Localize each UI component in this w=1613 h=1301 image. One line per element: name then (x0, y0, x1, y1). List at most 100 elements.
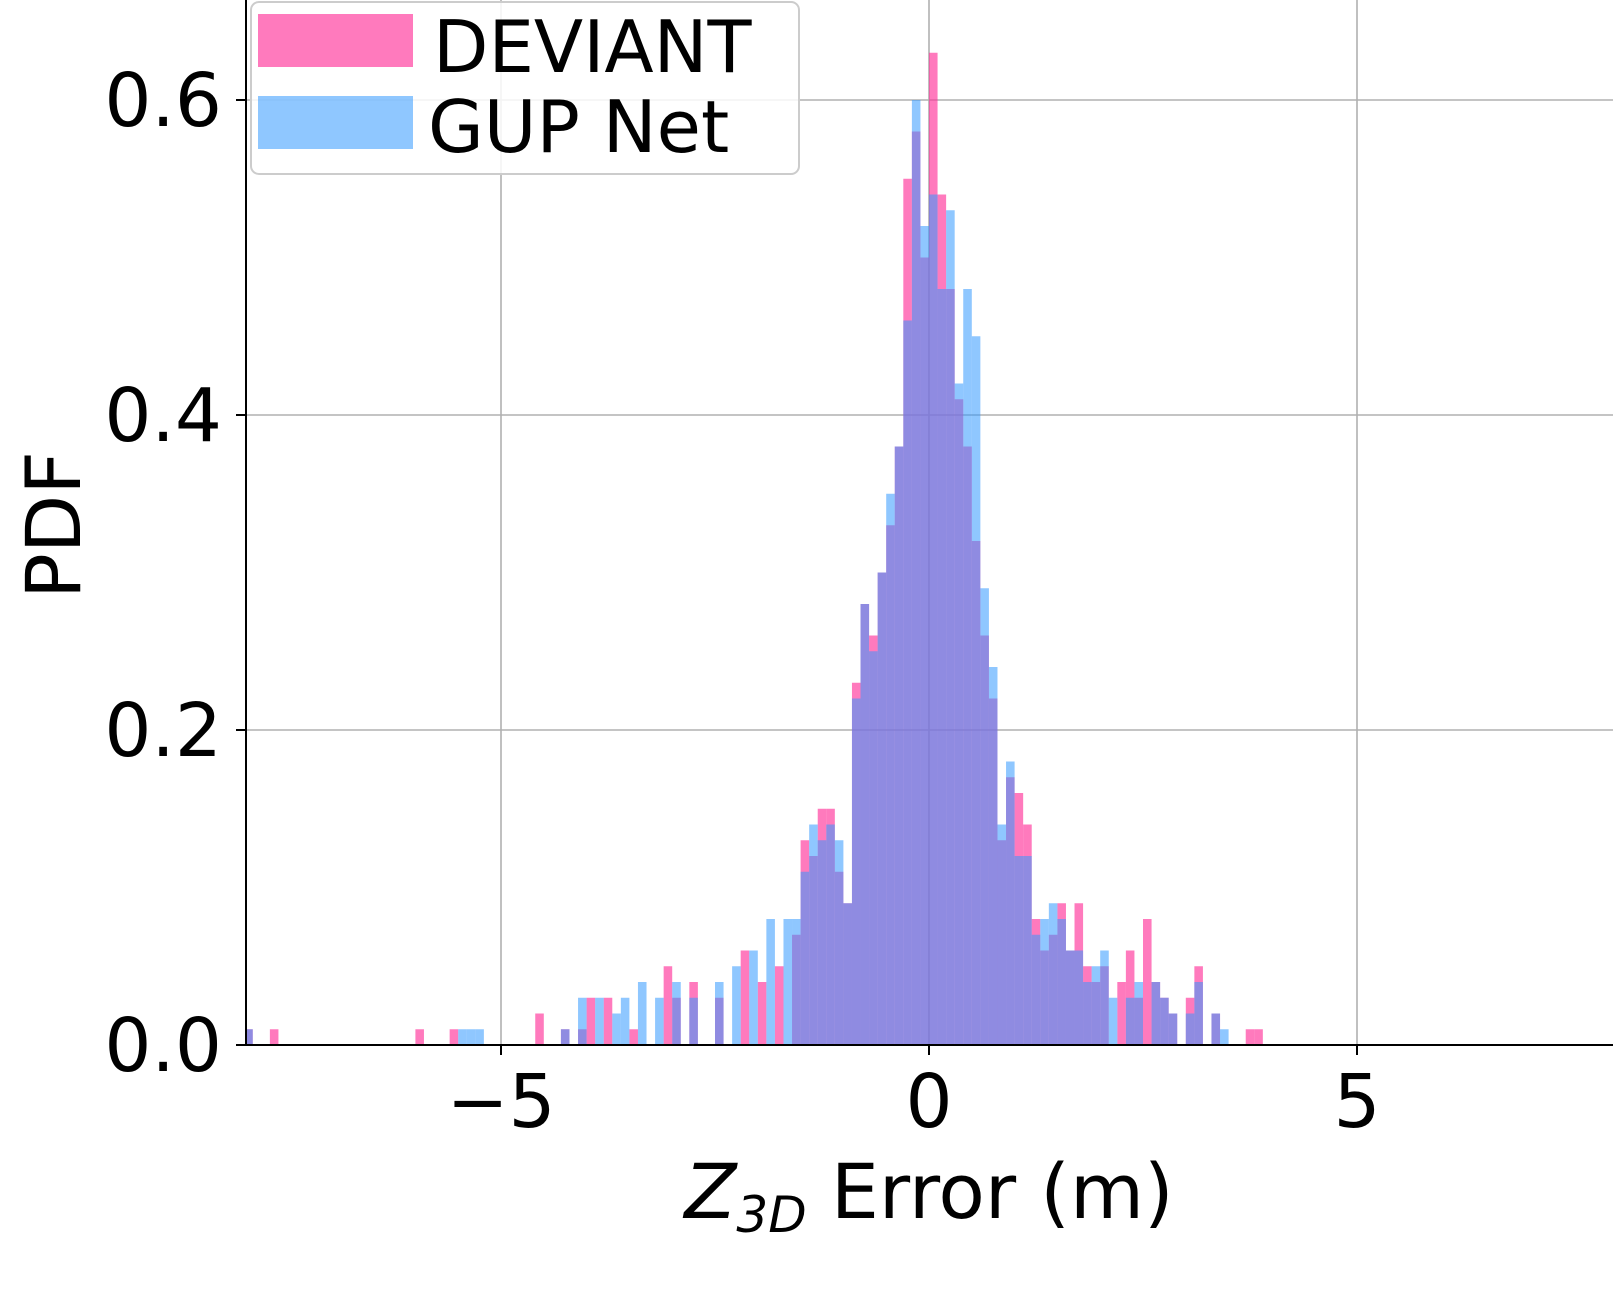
histogram-bar (629, 1029, 638, 1045)
series-gup-net (246, 100, 1229, 1045)
histogram-bar (732, 966, 741, 1045)
histogram-bar (1160, 997, 1169, 1045)
histogram-bar (800, 871, 810, 1045)
y-tick-label: 0.2 (104, 688, 222, 774)
histogram-bar (911, 100, 921, 1045)
histogram-bar (792, 919, 801, 1045)
histogram-bar (415, 1029, 424, 1045)
histogram-bar (655, 997, 664, 1045)
histogram-bar (663, 966, 673, 1045)
histogram-bar (963, 289, 972, 1045)
histogram-bar (877, 572, 887, 1045)
histogram-bar (971, 336, 981, 1045)
histogram-bar (586, 997, 596, 1045)
histogram-bar (1151, 982, 1161, 1045)
histogram-bar (475, 1029, 484, 1045)
histogram-bar (1185, 1013, 1195, 1045)
series-deviant (246, 52, 1263, 1045)
histogram-bar (937, 289, 947, 1045)
histogram-bar (946, 210, 955, 1045)
histogram-bar (1194, 982, 1203, 1045)
histogram-bar (1125, 997, 1135, 1045)
legend: DEVIANT GUP Net (250, 1, 800, 175)
histogram-bar (1220, 1029, 1229, 1045)
x-axis-label: Z3D Error (m) (682, 1147, 1173, 1244)
histogram-bar (246, 1029, 253, 1045)
histogram-bar (757, 982, 767, 1045)
histogram-bar (920, 226, 929, 1045)
histogram-bar (1083, 982, 1092, 1045)
histogram-bar (817, 840, 827, 1045)
histogram-bar (1091, 966, 1101, 1045)
y-tick-label: 0.6 (104, 58, 222, 144)
histogram-bar (620, 997, 630, 1045)
x-axis-label-subscript: 3D (736, 1186, 806, 1244)
histogram-bar (1254, 1029, 1263, 1045)
histogram-bar (560, 1029, 570, 1045)
histogram-bar (603, 997, 613, 1045)
histogram-bar (843, 903, 852, 1045)
histogram-bar (1074, 950, 1084, 1045)
histogram-bar (449, 1029, 459, 1045)
histogram-bar (1057, 919, 1066, 1045)
x-axis-label-text: Error (m) (807, 1147, 1174, 1236)
legend-label-gup-net: GUP Net (428, 85, 729, 169)
x-tick-label: −5 (446, 1059, 555, 1145)
histogram-bar (834, 840, 844, 1045)
histogram-bar (672, 982, 681, 1045)
histogram-bar (894, 446, 904, 1045)
histogram-bar (903, 320, 912, 1045)
histogram-bar (1023, 856, 1032, 1045)
histogram-bar (1031, 934, 1041, 1045)
histogram-bar (1211, 1013, 1221, 1045)
histogram-bar (988, 667, 998, 1045)
histogram-bar (715, 982, 724, 1045)
legend-label-deviant: DEVIANT (433, 5, 753, 89)
histogram-bar (929, 194, 938, 1045)
histogram-bar (809, 824, 818, 1045)
histogram-bar (869, 651, 878, 1045)
histogram-bar (997, 824, 1007, 1045)
histogram-bar (595, 997, 604, 1045)
x-tick-label: 5 (1333, 1059, 1380, 1145)
histogram-bars (246, 52, 1263, 1045)
axis-ticks: −5 0 5 0.0 0.2 0.4 0.6 (104, 58, 1380, 1145)
histogram-bar (1108, 997, 1118, 1045)
histogram-bar (458, 1029, 467, 1045)
y-tick-label: 0.0 (104, 1003, 222, 1089)
legend-swatch-gup-net (258, 96, 413, 149)
histogram-bar (766, 919, 775, 1045)
histogram-bar (783, 919, 793, 1045)
histogram-bar (1065, 950, 1075, 1045)
histogram-bar (826, 824, 835, 1045)
histogram-bar (1143, 919, 1152, 1045)
histogram-bar (980, 588, 989, 1045)
histogram-bar (689, 997, 698, 1045)
x-axis-label-variable: Z (682, 1147, 738, 1236)
histogram-bar (612, 1013, 621, 1045)
histogram-bar (1048, 903, 1058, 1045)
histogram-bar (1168, 1013, 1178, 1045)
histogram-bar (1245, 1029, 1255, 1045)
y-axis-label: PDF (9, 451, 98, 599)
histogram-bar (1117, 982, 1126, 1045)
x-tick-label: 0 (905, 1059, 952, 1145)
histogram-bar (466, 1029, 476, 1045)
histogram-bar (1040, 919, 1049, 1045)
legend-swatch-deviant (258, 14, 413, 67)
histogram-bar (740, 950, 750, 1045)
histogram-bar (954, 383, 964, 1045)
histogram-bar (886, 493, 895, 1045)
histogram-bar (578, 997, 587, 1045)
histogram-bar (637, 982, 647, 1045)
y-tick-label: 0.4 (104, 373, 222, 459)
histogram-bar (774, 966, 784, 1045)
histogram-bar (1014, 856, 1024, 1045)
histogram-bar (860, 604, 870, 1045)
histogram-bar (1006, 761, 1015, 1045)
histogram-bar (535, 1013, 544, 1045)
histogram-bar (269, 1029, 279, 1045)
histogram-bar (851, 698, 861, 1045)
histogram-bar (749, 950, 758, 1045)
